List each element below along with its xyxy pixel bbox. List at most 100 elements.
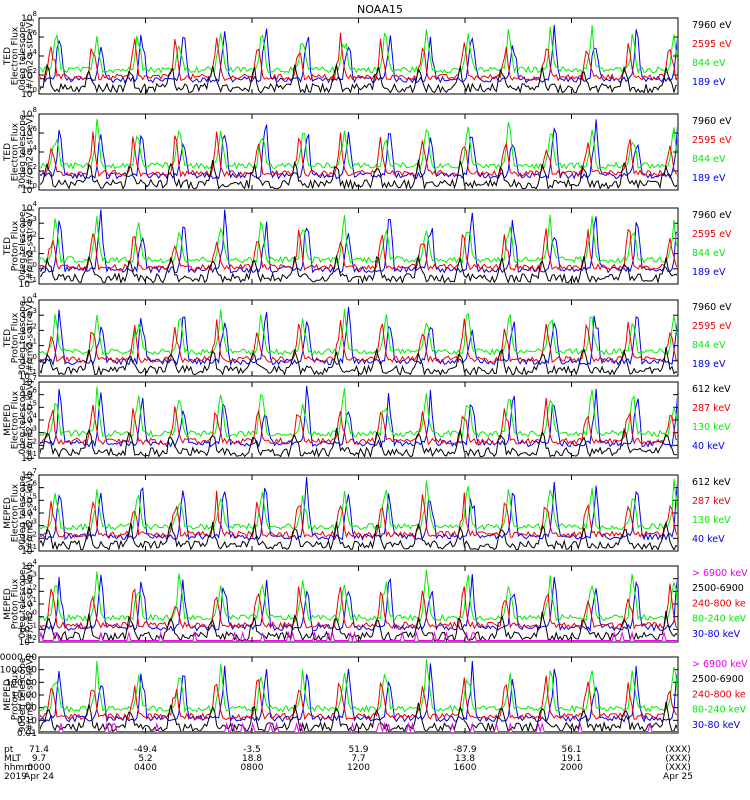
panel-traces [40, 385, 677, 457]
legend-entry: 844 eV [692, 58, 726, 69]
legend-entry: 40 keV [692, 441, 725, 452]
y-axis-label-line: 90deg telescope [18, 657, 28, 732]
legend-entry: 189 eV [692, 359, 726, 370]
footer-row-label: hhmm [4, 763, 33, 773]
trace-green [40, 24, 677, 75]
legend-entry: 2595 eV [692, 321, 732, 332]
y-axis-label-line: Electron Flux [11, 483, 21, 542]
y-axis-label-line: Proton Flux [11, 578, 21, 629]
y-tick-label: 1.00 [17, 704, 37, 714]
y-tick-label: 0.01 [17, 729, 37, 739]
footer-row-label: 2019 [4, 772, 27, 782]
footer-cell: 51.9 [348, 745, 368, 755]
footer-cell: Apr 25 [663, 772, 693, 782]
y-tick-exponent: 1 [33, 596, 37, 604]
y-tick-exponent: 4 [33, 505, 38, 513]
footer-row-label: pt [4, 745, 14, 755]
trace-black [40, 63, 677, 93]
trace-red [40, 583, 677, 630]
trace-blue [40, 119, 677, 180]
panel-traces [40, 119, 677, 189]
legend-entry: 30-80 keV [692, 720, 741, 731]
y-tick-exponent: -1 [30, 621, 37, 629]
y-tick-exponent: -2 [30, 634, 37, 642]
y-tick-exponent: 2 [33, 583, 37, 591]
legend-entry: 130 keV [692, 515, 731, 526]
y-tick-exponent: 2 [33, 163, 37, 171]
footer-cell: 5.2 [138, 754, 152, 764]
trace-red [40, 675, 677, 721]
panel-frame [38, 656, 679, 734]
y-tick-label: 100.00 [6, 678, 38, 688]
y-axis-label-line: [#/cm2-s-str-keV] [26, 380, 36, 459]
y-axis-label-line: 30deg telescope [18, 114, 28, 189]
trace-black [40, 701, 677, 732]
trace-red [40, 32, 677, 82]
y-axis-label-line: Proton Flux [11, 312, 21, 363]
y-axis-label-line: [#/cm2-s-str-eV] [26, 209, 36, 284]
y-tick-exponent: 0 [33, 353, 37, 361]
legend-entry: 2595 eV [692, 135, 732, 146]
y-tick-exponent: 3 [33, 518, 37, 526]
legend-entry: 240-800 ke [692, 689, 746, 700]
y-tick-label: 0.10 [17, 716, 37, 726]
panel-8: 0.01 0.10 1.00 10.00 100.00 1000.00 10000.00 ME… [0, 653, 748, 739]
y-tick-exponent: 8 [33, 10, 37, 18]
y-axis-label-line: TED [3, 237, 13, 256]
y-tick-exponent: 2 [33, 67, 37, 75]
legend-entry: 844 eV [692, 248, 726, 259]
y-axis-label-line: [#/cm2-s-str-keV] [26, 473, 36, 552]
footer-cell: 1200 [347, 763, 370, 773]
footer-cell: 7.7 [351, 754, 365, 764]
y-tick-exponent: 6 [33, 480, 38, 488]
y-axis-label-line: MEPED [3, 497, 13, 529]
trace-black [40, 254, 677, 283]
legend-entry: 2595 eV [692, 39, 732, 50]
trace-red [40, 228, 677, 272]
y-axis-label-line: MEPED [3, 588, 13, 620]
y-tick-exponent: -1 [30, 276, 37, 284]
panel-traces [40, 476, 677, 550]
trace-blue [40, 660, 677, 723]
legend-entry: 189 eV [692, 173, 726, 184]
y-axis-label-line: 0deg telescope [18, 569, 28, 639]
footer-cell: 19.1 [561, 754, 581, 764]
y-tick-exponent: 8 [33, 106, 37, 114]
trace-red [40, 318, 677, 364]
panel-traces [40, 659, 677, 732]
footer-cell: 71.4 [29, 745, 49, 755]
legend-entry: 7960 eV [692, 210, 732, 221]
panel-traces [40, 306, 677, 375]
y-axis-label-line: [#/cm2-s-str-keV] [26, 564, 36, 643]
footer-cell: -3.5 [243, 745, 261, 755]
trace-green [40, 119, 677, 171]
y-tick-exponent: 1 [33, 246, 37, 254]
footer-cell: 0000 [28, 763, 51, 773]
y-axis-label-line: 90deg telescope [18, 475, 28, 550]
trace-green [40, 478, 677, 532]
footer-cell: (XXX) [665, 745, 691, 755]
legend-entry: 189 eV [692, 77, 726, 88]
y-tick-exponent: 4 [33, 48, 38, 56]
footer-cell: 0800 [241, 763, 264, 773]
y-tick-exponent: 4 [33, 144, 38, 152]
trace-red [40, 490, 677, 539]
legend-entry: > 6900 keV [692, 659, 748, 670]
y-tick-exponent: 2 [33, 230, 37, 238]
trace-black [40, 347, 677, 375]
trace-black [40, 159, 677, 189]
legend-entry: > 6900 keV [692, 568, 748, 579]
y-tick-exponent: 0 [33, 261, 37, 269]
y-tick-exponent: 7 [33, 374, 37, 382]
y-tick-exponent: 0 [33, 609, 37, 617]
panel-traces [40, 209, 677, 283]
legend-entry: 189 eV [692, 267, 726, 278]
y-axis-label-line: 30deg telescope [18, 300, 28, 375]
